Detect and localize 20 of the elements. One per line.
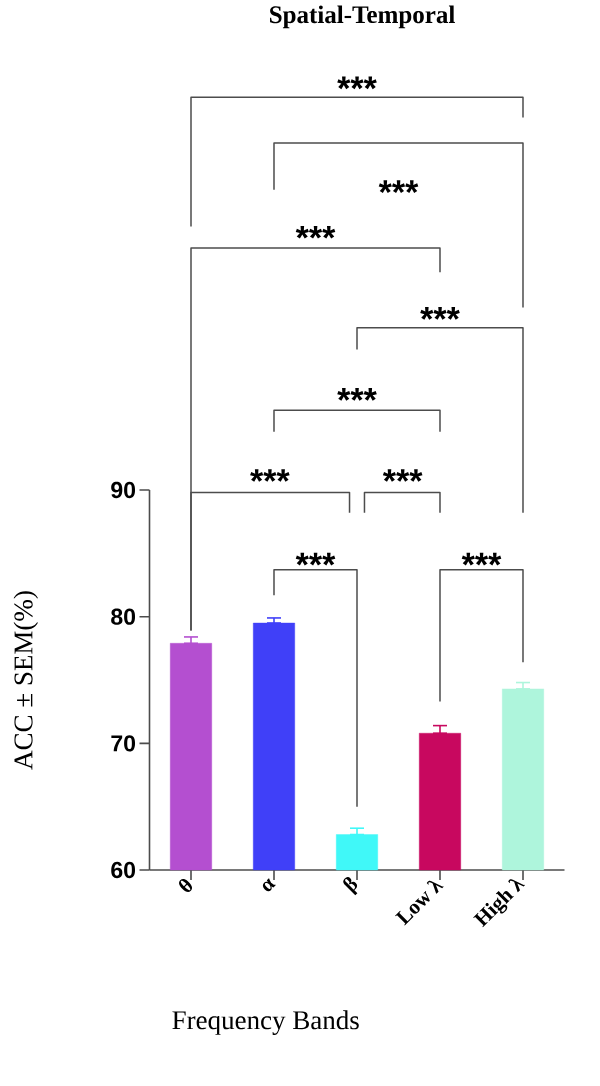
- text: ***: [250, 469, 290, 482]
- text: ***: [337, 76, 377, 90]
- text: ***: [420, 307, 460, 320]
- text: ***: [337, 388, 377, 401]
- chart-title: Spatial-Temporal: [270, 5, 455, 29]
- y-axis-title: ACC ± SEM(%): [13, 591, 39, 770]
- y-tick-label: 70: [111, 735, 136, 752]
- x-tick-label: Low λ: [395, 880, 444, 926]
- x-axis-title: Frequency Bands: [172, 1010, 359, 1035]
- annotation: ***: [295, 552, 336, 566]
- text: ***: [378, 180, 419, 193]
- text: ***: [295, 225, 336, 239]
- y-tick-label: 90: [111, 481, 136, 499]
- x-tick-label: β: [343, 877, 358, 896]
- x-tick-label: θ: [179, 878, 193, 892]
- annotation: ***: [461, 552, 502, 566]
- x-tick-label: α: [262, 878, 276, 892]
- y-tick-label: 60: [111, 861, 136, 879]
- y-tick-label: 80: [111, 608, 136, 625]
- text: ***: [382, 469, 423, 482]
